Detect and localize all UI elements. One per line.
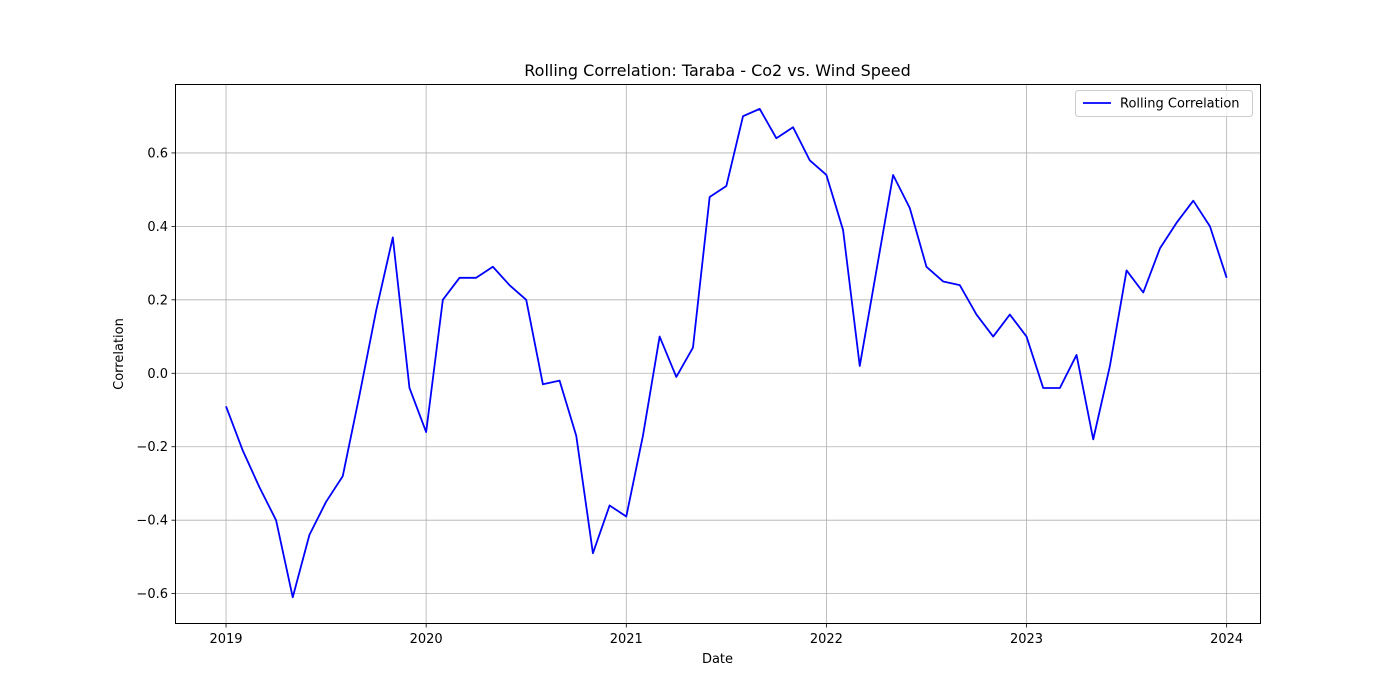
data-point: [859, 365, 861, 367]
x-tick-label: 2019: [209, 632, 242, 647]
data-point: [508, 284, 510, 286]
data-point: [425, 431, 427, 433]
y-tick-label: −0.2: [136, 440, 168, 455]
data-point: [742, 115, 744, 117]
x-axis-title: Date: [702, 652, 733, 667]
data-point: [642, 435, 644, 437]
data-point: [525, 299, 527, 301]
data-point: [1075, 354, 1077, 356]
data-point: [942, 280, 944, 282]
data-point: [675, 376, 677, 378]
data-point: [1059, 387, 1061, 389]
data-point: [1042, 387, 1044, 389]
y-tick-label: −0.6: [136, 587, 168, 602]
legend: Rolling Correlation: [1075, 90, 1253, 117]
data-point: [375, 310, 377, 312]
data-point: [242, 449, 244, 451]
data-point: [225, 405, 227, 407]
data-point: [959, 284, 961, 286]
data-point: [1142, 291, 1144, 293]
data-point: [408, 387, 410, 389]
data-point: [1225, 277, 1227, 279]
x-tick-label: 2022: [810, 632, 843, 647]
data-point: [758, 108, 760, 110]
y-tick-label: −0.4: [136, 514, 168, 529]
y-tick-label: 0.0: [147, 367, 168, 382]
data-point: [442, 299, 444, 301]
data-point: [475, 277, 477, 279]
data-point: [892, 174, 894, 176]
legend-label: Rolling Correlation: [1120, 97, 1240, 112]
data-point: [909, 207, 911, 209]
x-tick-label: 2020: [410, 632, 443, 647]
y-tick-label: 0.2: [147, 293, 168, 308]
data-point: [708, 196, 710, 198]
data-point: [1209, 225, 1211, 227]
data-point: [275, 519, 277, 521]
x-tick-label: 2024: [1210, 632, 1243, 647]
data-point: [358, 394, 360, 396]
x-tick-label: 2023: [1010, 632, 1043, 647]
data-point: [392, 236, 394, 238]
data-point: [975, 313, 977, 315]
data-point: [325, 501, 327, 503]
data-point: [809, 159, 811, 161]
y-axis-title: Correlation: [112, 318, 127, 390]
data-point: [1109, 365, 1111, 367]
chart-title: Rolling Correlation: Taraba - Co2 vs. Wi…: [524, 61, 910, 80]
series-line: [225, 107, 1228, 599]
x-tick-label: 2021: [610, 632, 643, 647]
data-point: [492, 266, 494, 268]
data-point: [842, 229, 844, 231]
data-point: [925, 266, 927, 268]
series-layer: [225, 107, 1228, 599]
data-point: [342, 475, 344, 477]
data-point: [1092, 438, 1094, 440]
data-point: [825, 174, 827, 176]
data-point: [1025, 335, 1027, 337]
data-point: [292, 596, 294, 598]
data-point: [575, 435, 577, 437]
ticks: 2019 2020 2021 2022 2023 2024 −0.6 −0.4 −0.2 0.0 0…: [136, 146, 1243, 647]
data-point: [692, 346, 694, 348]
data-point: [1175, 222, 1177, 224]
data-point: [608, 504, 610, 506]
data-point: [658, 335, 660, 337]
data-point: [1009, 313, 1011, 315]
data-point: [542, 383, 544, 385]
plot-area-frame: [175, 84, 1261, 624]
y-tick-label: 0.4: [147, 220, 168, 235]
data-point: [725, 185, 727, 187]
data-point: [308, 534, 310, 536]
legend-frame: [1075, 90, 1253, 117]
data-point: [875, 269, 877, 271]
data-point: [1192, 199, 1194, 201]
data-point: [458, 277, 460, 279]
y-tick-label: 0.6: [147, 146, 168, 161]
data-point: [625, 515, 627, 517]
data-point: [792, 126, 794, 128]
data-point: [592, 552, 594, 554]
data-point: [1159, 247, 1161, 249]
data-point: [775, 137, 777, 139]
data-point: [1125, 269, 1127, 271]
data-point: [992, 335, 994, 337]
data-point: [258, 486, 260, 488]
data-point: [558, 379, 560, 381]
